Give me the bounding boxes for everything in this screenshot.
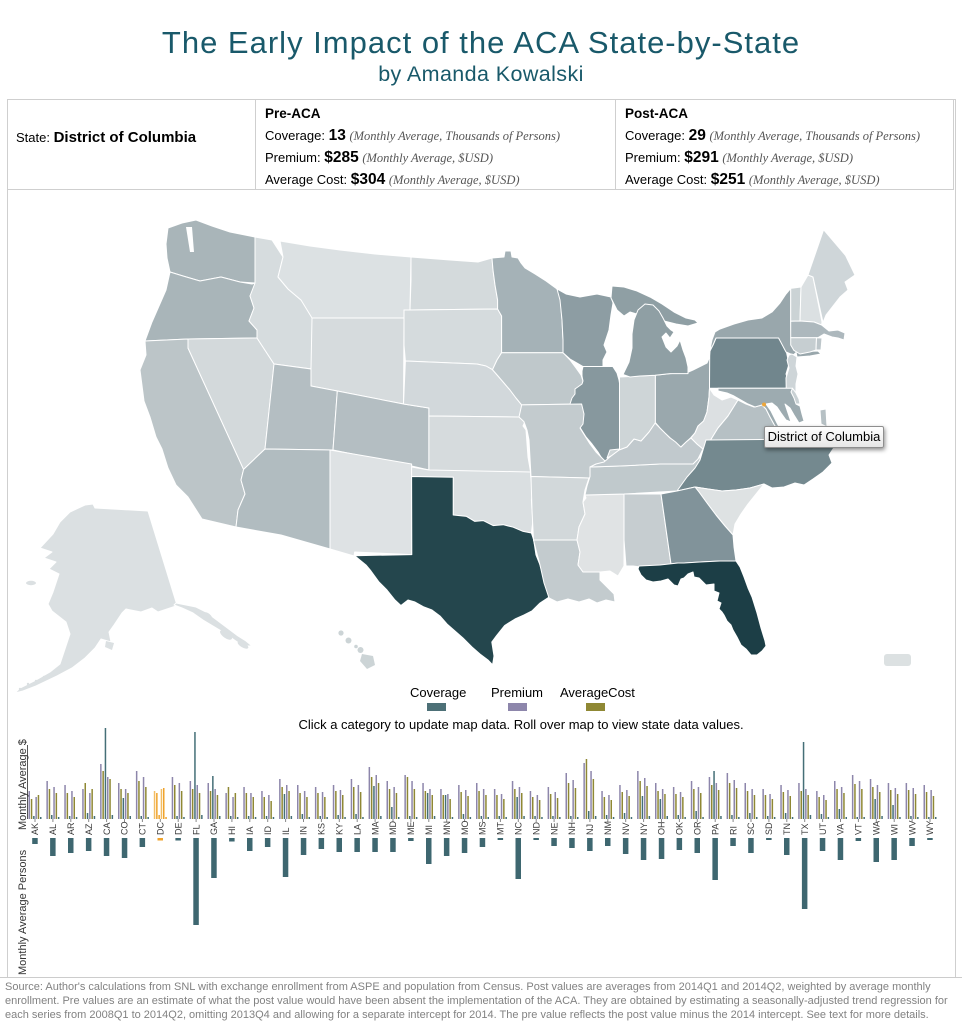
svg-text:MN: MN [442, 821, 452, 835]
svg-text:AZ: AZ [84, 823, 94, 835]
svg-text:GA: GA [209, 822, 219, 835]
svg-text:IL: IL [281, 827, 291, 835]
svg-text:NC: NC [514, 822, 524, 835]
svg-text:KS: KS [317, 823, 327, 835]
svg-text:KY: KY [335, 823, 345, 835]
svg-text:NH: NH [567, 822, 577, 835]
svg-text:IA: IA [245, 826, 255, 835]
svg-text:RI: RI [728, 826, 738, 835]
svg-text:NE: NE [549, 822, 559, 835]
svg-text:ND: ND [531, 822, 541, 835]
svg-text:MD: MD [388, 821, 398, 835]
svg-text:NV: NV [621, 822, 631, 835]
svg-text:NJ: NJ [585, 824, 595, 835]
svg-text:TN: TN [782, 823, 792, 835]
svg-text:HI: HI [227, 826, 237, 835]
svg-text:FL: FL [191, 824, 201, 835]
svg-text:AR: AR [66, 822, 76, 835]
svg-text:SC: SC [746, 822, 756, 835]
svg-text:DE: DE [173, 822, 183, 835]
svg-text:OR: OR [693, 821, 703, 835]
svg-text:WY: WY [925, 821, 935, 836]
svg-text:MO: MO [460, 821, 470, 836]
svg-text:NY: NY [639, 822, 649, 835]
svg-text:ID: ID [263, 825, 273, 835]
svg-text:CO: CO [120, 822, 130, 836]
svg-text:OH: OH [657, 822, 667, 836]
svg-text:MI: MI [424, 825, 434, 835]
svg-text:NM: NM [603, 821, 613, 835]
svg-text:IN: IN [299, 826, 309, 835]
svg-text:TX: TX [800, 823, 810, 835]
svg-text:WA: WA [872, 821, 882, 835]
svg-text:ME: ME [406, 822, 416, 836]
svg-text:CT: CT [138, 823, 148, 835]
svg-text:LA: LA [352, 824, 362, 835]
svg-text:AK: AK [30, 823, 40, 835]
svg-text:WV: WV [907, 821, 917, 836]
svg-text:DC: DC [156, 822, 166, 835]
svg-text:PA: PA [710, 824, 720, 835]
svg-text:MT: MT [496, 822, 506, 835]
svg-text:UT: UT [818, 823, 828, 835]
svg-text:VA: VA [836, 824, 846, 835]
svg-text:CA: CA [102, 822, 112, 835]
svg-text:OK: OK [675, 822, 685, 835]
svg-text:MS: MS [478, 822, 488, 836]
svg-text:SD: SD [764, 822, 774, 835]
svg-text:VT: VT [854, 823, 864, 835]
svg-text:AL: AL [48, 824, 58, 835]
svg-text:WI: WI [889, 824, 899, 835]
svg-text:MA: MA [370, 822, 380, 836]
